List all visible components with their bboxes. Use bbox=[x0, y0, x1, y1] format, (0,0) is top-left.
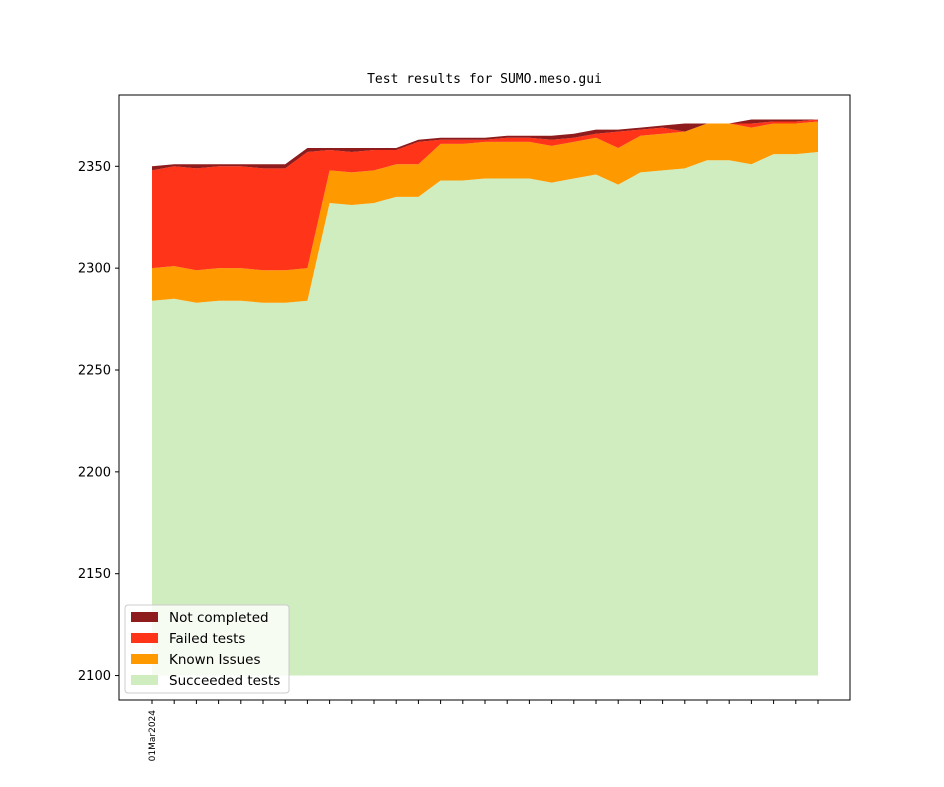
area-known-issues bbox=[152, 121, 818, 303]
y-tick-label: 2300 bbox=[78, 262, 111, 277]
y-axis: 2100 2150 2200 2250 2300 2350 bbox=[78, 160, 119, 684]
legend-label-succeeded-tests: Succeeded tests bbox=[169, 673, 280, 689]
area-succeeded-tests bbox=[152, 152, 818, 676]
y-tick-label: 2350 bbox=[78, 160, 111, 175]
legend-box bbox=[124, 604, 290, 694]
y-tick-label: 2150 bbox=[78, 567, 111, 582]
legend-label-not-completed: Not completed bbox=[169, 610, 269, 626]
y-tick-label: 2250 bbox=[78, 364, 111, 379]
legend: Not completed Failed tests Known Issues Suc… bbox=[124, 604, 290, 694]
legend-label-known-issues: Known Issues bbox=[169, 652, 261, 668]
legend-swatch-known-issues bbox=[131, 654, 158, 664]
area-failed-tests bbox=[152, 119, 818, 271]
y-tick-label: 2100 bbox=[78, 669, 111, 684]
chart-areas bbox=[152, 119, 818, 676]
x-axis: 01Mar2024 bbox=[148, 700, 819, 762]
legend-swatch-not-completed bbox=[131, 612, 158, 622]
area-not-completed bbox=[152, 119, 818, 171]
legend-swatch-failed-tests bbox=[131, 633, 158, 643]
x-tick-label: 01Mar2024 bbox=[148, 710, 158, 762]
chart-title: Test results for SUMO.meso.gui bbox=[367, 72, 602, 87]
legend-label-failed-tests: Failed tests bbox=[169, 631, 245, 647]
legend-swatch-succeeded-tests bbox=[131, 675, 158, 685]
y-tick-label: 2200 bbox=[78, 465, 111, 480]
